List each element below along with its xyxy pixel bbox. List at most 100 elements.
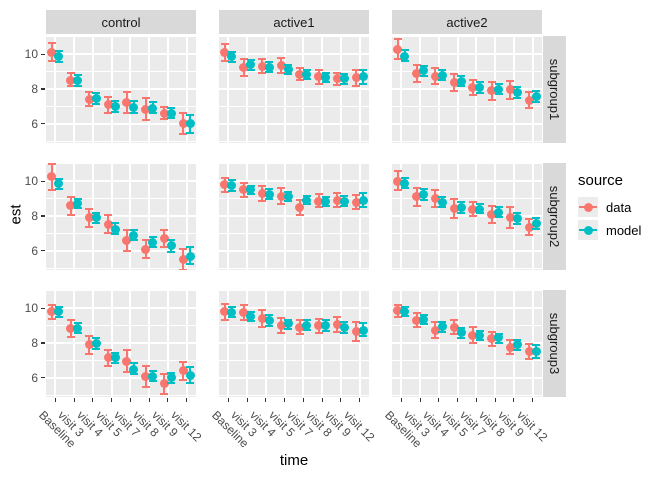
errorbar-cap <box>111 233 120 236</box>
point-model <box>264 62 274 72</box>
point-data <box>393 306 403 316</box>
errorbar-cap <box>239 182 248 184</box>
gridline-minor <box>392 290 542 292</box>
errorbar-cap <box>73 84 82 87</box>
point-data <box>332 74 342 84</box>
point-model <box>148 237 158 247</box>
gridline-x <box>264 163 267 270</box>
point-model <box>54 307 64 317</box>
y-tick-mark <box>41 180 45 182</box>
point-model <box>339 74 349 84</box>
errorbar-cap <box>122 228 131 231</box>
errorbar-cap <box>122 90 131 93</box>
errorbar-cap <box>227 306 236 309</box>
errorbar-cap <box>513 338 522 341</box>
gridline-x <box>91 36 94 143</box>
point-model <box>148 103 158 113</box>
errorbar-cap <box>277 316 286 319</box>
point-data <box>257 314 267 324</box>
point-data <box>468 204 478 214</box>
errorbar-cap <box>400 60 409 63</box>
x-tick-mark <box>129 398 131 402</box>
y-tick-mark <box>41 307 45 309</box>
point-model <box>494 333 504 343</box>
point-data <box>276 321 286 331</box>
errorbar-cap <box>277 202 286 205</box>
gridline-x <box>419 290 422 397</box>
gridline-major <box>46 180 196 183</box>
gridline-x <box>110 290 113 397</box>
errorbar-cap <box>393 169 402 172</box>
gridline-x <box>166 163 169 270</box>
facet-panel-subgroup1-active2 <box>392 36 542 143</box>
y-tick-label: 10 <box>24 301 38 316</box>
point-data <box>351 73 361 83</box>
errorbar-cap <box>487 222 496 225</box>
point-data <box>141 244 151 254</box>
errorbar-cap <box>494 206 503 209</box>
point-data <box>47 307 57 317</box>
point-model <box>185 119 195 129</box>
errorbar-cap <box>104 349 113 352</box>
errorbar-cap <box>333 192 342 195</box>
errorbar-cap <box>333 83 342 86</box>
point-data <box>524 95 534 105</box>
errorbar-cap <box>141 256 150 259</box>
errorbar-cap <box>506 97 515 100</box>
point-model <box>110 224 120 234</box>
errorbar-cap <box>111 362 120 365</box>
errorbar-cap <box>419 64 428 67</box>
errorbar-cap <box>85 208 94 211</box>
errorbar-cap <box>400 187 409 190</box>
errorbar-cap <box>506 338 515 341</box>
gridline-x <box>246 290 249 397</box>
errorbar-cap <box>258 326 267 329</box>
gridline-x <box>456 290 459 397</box>
gridline-major <box>219 88 369 91</box>
errorbar-cap <box>239 57 248 60</box>
errorbar-cap <box>431 82 440 85</box>
point-model <box>475 330 485 340</box>
gridline-minor <box>46 394 196 396</box>
gridline-x <box>456 36 459 143</box>
gridline-major <box>392 307 542 310</box>
point-model <box>91 213 101 223</box>
errorbar-cap <box>412 81 421 84</box>
point-data <box>430 71 440 81</box>
gridline-major <box>219 180 369 183</box>
point-data <box>220 180 230 190</box>
point-model <box>400 178 410 188</box>
point-model <box>283 319 293 329</box>
errorbar-cap <box>258 72 267 75</box>
gridline-minor <box>392 198 542 200</box>
point-data <box>412 315 422 325</box>
errorbar-cap <box>148 380 157 383</box>
errorbar-cap <box>400 315 409 318</box>
facet-strip-row-subgroup1: subgroup1 <box>543 36 566 143</box>
x-tick-mark <box>419 398 421 402</box>
errorbar-cap <box>314 317 323 320</box>
point-model <box>283 65 293 75</box>
gridline-major <box>46 122 196 125</box>
y-tick-mark <box>41 53 45 55</box>
gridline-major <box>219 215 369 218</box>
point-data <box>84 213 94 223</box>
facet-panel-subgroup2-active2 <box>392 163 542 270</box>
legend-item-data: data <box>578 197 670 217</box>
errorbar-cap <box>450 333 459 336</box>
point-data <box>295 69 305 79</box>
facet-strip-label: subgroup2 <box>547 185 563 248</box>
errorbar-cap <box>321 81 330 84</box>
errorbar-cap <box>47 41 56 44</box>
facet-panel-subgroup2-active1 <box>219 163 369 270</box>
gridline-minor <box>219 163 369 165</box>
gridline-x <box>400 36 403 143</box>
errorbar-cap <box>475 339 484 342</box>
errorbar-cap <box>314 206 323 209</box>
errorbar-cap <box>277 187 286 190</box>
gridline-minor <box>219 71 369 73</box>
point-data <box>505 342 515 352</box>
errorbar-cap <box>419 75 428 78</box>
errorbar-cap <box>468 78 477 81</box>
gridline-x <box>419 163 422 270</box>
